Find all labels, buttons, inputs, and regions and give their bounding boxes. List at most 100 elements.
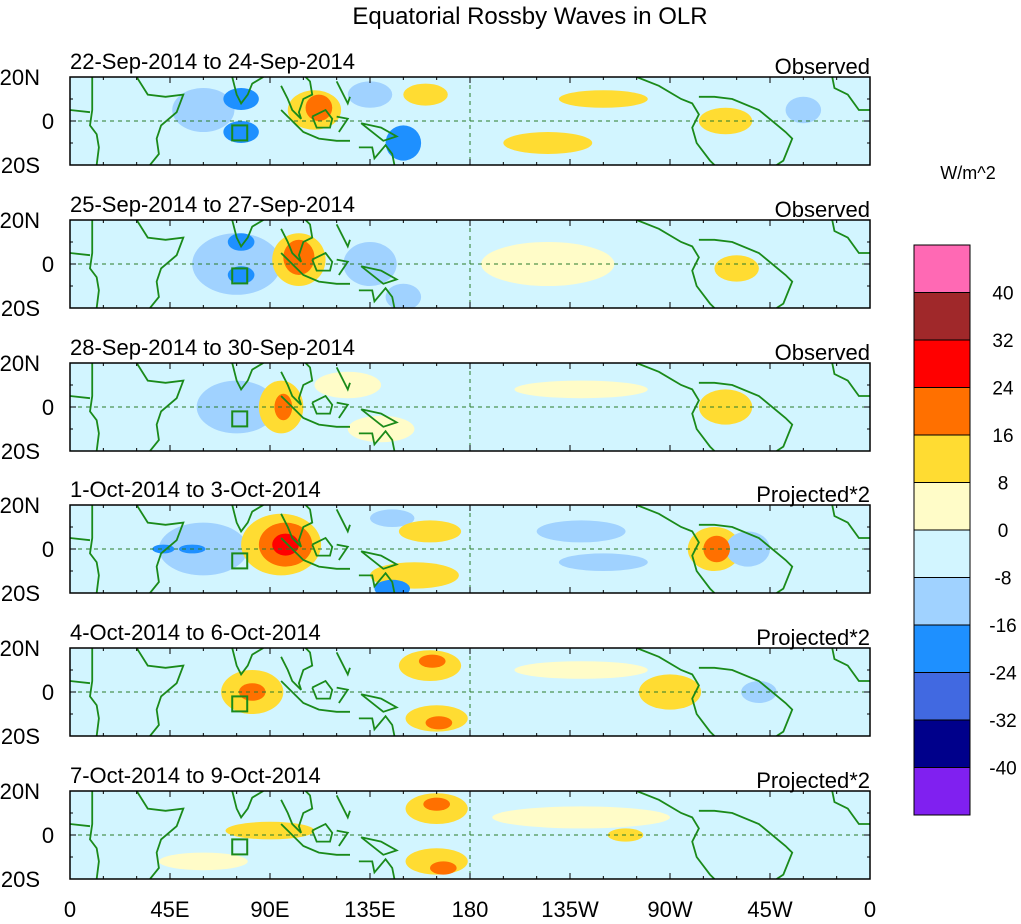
anomaly-blob <box>158 852 248 871</box>
coastline <box>231 648 264 677</box>
coastline <box>335 794 351 820</box>
coastline <box>698 238 794 308</box>
panel-2: 25-Sep-2014 to 27-Sep-2014 Observed 20N020… <box>0 192 871 321</box>
coastline <box>358 571 396 593</box>
panel-date-range: 1-Oct-2014 to 3-Oct-2014 <box>70 477 321 502</box>
colorbar-swatch <box>913 292 971 341</box>
colorbar-label: -16 <box>989 616 1016 637</box>
coastline <box>89 220 100 308</box>
panel-kind-label: Projected*2 <box>756 768 870 793</box>
coastline <box>135 648 185 736</box>
y-tick-label: 20S <box>1 439 40 464</box>
anomaly-blob <box>192 233 282 295</box>
panel-date-range: 25-Sep-2014 to 27-Sep-2014 <box>70 192 355 217</box>
coastline <box>135 363 185 451</box>
coastline <box>358 143 396 165</box>
anomaly-blob <box>385 283 422 308</box>
reference-box <box>231 410 249 428</box>
colorbar-swatch <box>913 244 971 293</box>
colorbar-label: -40 <box>989 759 1016 780</box>
colorbar-label: 16 <box>992 426 1013 447</box>
panel-date-range: 22-Sep-2014 to 24-Sep-2014 <box>70 49 355 74</box>
coastline <box>231 363 264 392</box>
coastline <box>89 791 100 879</box>
coastline <box>70 823 91 828</box>
coastline <box>280 220 314 263</box>
coastline <box>636 648 716 736</box>
reference-box <box>231 267 249 285</box>
coastline <box>135 791 185 879</box>
x-tick-label: 90W <box>647 897 692 922</box>
coastline <box>280 537 350 570</box>
coastline <box>358 857 396 879</box>
anomaly-blob <box>558 90 648 108</box>
y-tick-label: 0 <box>42 680 54 705</box>
y-tick-label: 0 <box>42 823 54 848</box>
anomaly-blob <box>503 132 593 154</box>
coastline <box>280 395 350 428</box>
coastline <box>358 286 396 308</box>
colorbar-swatch <box>913 624 971 673</box>
coastline <box>89 648 100 736</box>
y-tick-label: 20N <box>0 779 40 804</box>
coastline <box>636 77 716 165</box>
colorbar-swatch <box>913 577 971 626</box>
y-tick-label: 0 <box>42 252 54 277</box>
anomaly-blob <box>536 520 626 543</box>
panel-date-range: 7-Oct-2014 to 9-Oct-2014 <box>70 763 321 788</box>
x-tick-label: 135E <box>344 897 395 922</box>
coastline <box>335 508 351 534</box>
coastline <box>636 505 716 593</box>
coastline <box>335 651 351 677</box>
coastline <box>89 505 100 593</box>
coastline <box>311 251 334 272</box>
anomaly-blob <box>398 520 462 543</box>
x-tick-label: 180 <box>452 897 489 922</box>
coastline <box>280 252 350 285</box>
y-tick-label: 20N <box>0 636 40 661</box>
colorbar-units: W/m^2 <box>940 163 995 183</box>
coastline <box>636 363 716 451</box>
coastline <box>336 258 350 276</box>
panel-date-range: 28-Sep-2014 to 30-Sep-2014 <box>70 335 355 360</box>
coastline <box>336 115 350 133</box>
coastline <box>831 505 870 539</box>
coastline <box>358 714 396 736</box>
anomaly-blob <box>481 242 615 286</box>
coastline <box>280 363 314 406</box>
anomaly-blob <box>403 83 448 106</box>
reference-box <box>231 695 249 713</box>
coastline <box>135 77 185 165</box>
coastline <box>231 505 264 534</box>
coastline <box>335 366 351 392</box>
coastline <box>636 220 716 308</box>
y-tick-label: 20N <box>0 208 40 233</box>
coastline <box>89 77 100 165</box>
colorbar-swatch <box>913 387 971 436</box>
anomaly-blob <box>785 96 822 124</box>
coastline <box>336 686 350 704</box>
coastline <box>831 220 870 254</box>
anomaly-blob <box>514 380 648 399</box>
reference-box <box>231 838 249 856</box>
x-tick-label: 135W <box>541 897 599 922</box>
y-tick-label: 20N <box>0 493 40 518</box>
x-tick-label: 45W <box>747 897 792 922</box>
coastline <box>70 109 91 114</box>
colorbar-swatch <box>913 529 971 578</box>
coastline <box>831 791 870 825</box>
coastline <box>358 429 396 451</box>
reference-box <box>231 552 249 570</box>
anomaly-blob <box>714 255 759 282</box>
panel-kind-label: Projected*2 <box>756 625 870 650</box>
coastline <box>231 220 264 249</box>
anomaly-blob <box>347 415 415 443</box>
anomaly-blob <box>196 380 277 434</box>
coastline <box>360 122 399 142</box>
colorbar-label: 32 <box>992 331 1013 352</box>
colorbar-swatch <box>913 434 971 483</box>
coastline <box>311 679 334 700</box>
anomaly-blob <box>172 88 235 132</box>
y-tick-label: 20S <box>1 724 40 749</box>
